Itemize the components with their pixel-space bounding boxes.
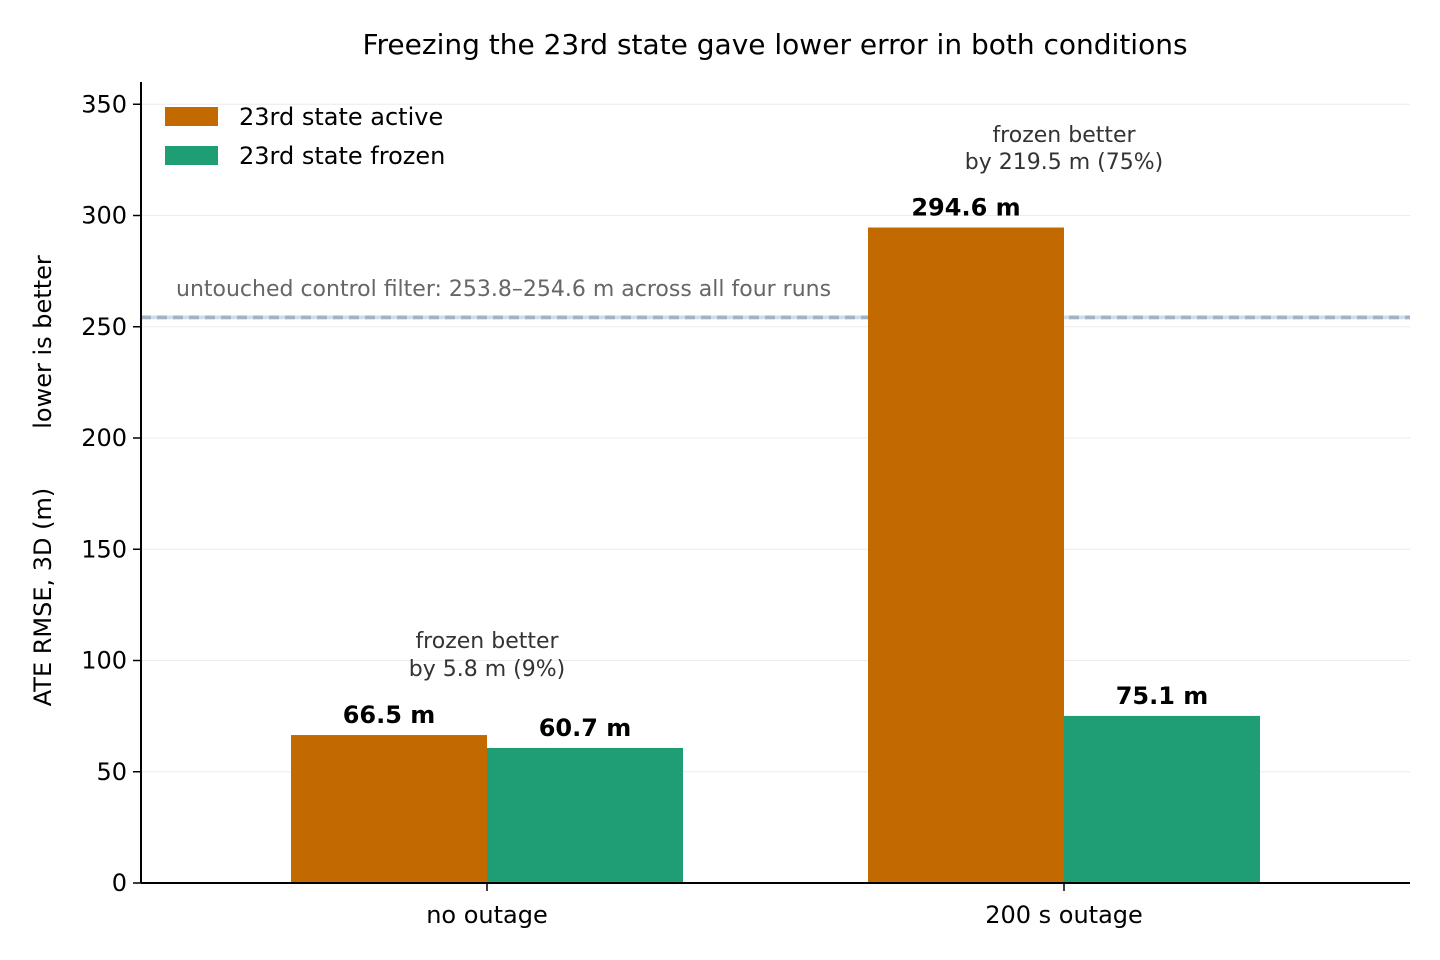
y-tick-label: 300 (81, 202, 127, 230)
annotation-text: frozen better (415, 629, 559, 654)
y-axis-note: lower is better (29, 255, 57, 429)
gridlines (141, 103, 1410, 773)
y-tick-label: 350 (81, 90, 127, 118)
reference-band-label: untouched control filter: 253.8–254.6 m … (176, 277, 831, 302)
x-tick-label: 200 s outage (985, 901, 1143, 929)
bar-value-label: 294.6 m (911, 194, 1020, 222)
bar (1064, 715, 1260, 883)
y-tick-label: 200 (81, 424, 127, 452)
reference-band-fill (141, 315, 1410, 320)
bars (291, 227, 1260, 883)
x-tick-label: no outage (426, 901, 548, 929)
y-tick-label: 50 (96, 758, 127, 786)
y-tick-label: 150 (81, 535, 127, 563)
legend-label: 23rd state active (239, 103, 443, 131)
y-tick-label: 100 (81, 647, 127, 675)
annotation-text: by 219.5 m (75%) (965, 150, 1163, 175)
bar (487, 747, 683, 883)
bar-value-label: 60.7 m (539, 714, 632, 742)
reference-band: untouched control filter: 253.8–254.6 m … (141, 277, 1410, 320)
annotation-text: frozen better (992, 123, 1136, 148)
bar (291, 735, 487, 883)
annotation-text: by 5.8 m (9%) (409, 657, 565, 682)
axes: 0 50 100 150 200 250 300 350 no outage 200 s outa… (81, 82, 1410, 929)
bar-value-labels: 66.5 m 294.6 m 60.7 m 75.1 m (343, 194, 1209, 742)
chart-title: Freezing the 23rd state gave lower error… (362, 28, 1187, 61)
legend-swatch (165, 107, 218, 126)
bar-value-label: 75.1 m (1116, 682, 1209, 710)
legend-swatch (165, 146, 218, 165)
bar (868, 227, 1064, 883)
legend: 23rd state active 23rd state frozen (165, 103, 445, 170)
y-tick-label: 250 (81, 313, 127, 341)
y-axis-label: ATE RMSE, 3D (m) (29, 488, 57, 707)
y-tick-label: 0 (112, 869, 127, 897)
legend-label: 23rd state frozen (239, 142, 445, 170)
bar-value-label: 66.5 m (343, 701, 436, 729)
